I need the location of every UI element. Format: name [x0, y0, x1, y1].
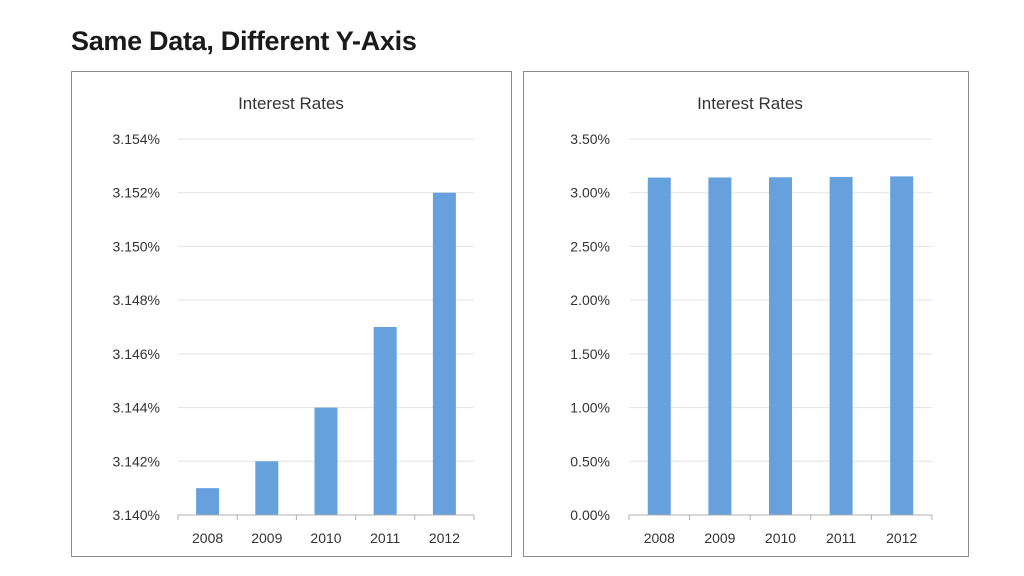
y-tick-label: 2.00% — [570, 292, 610, 308]
bar-2011 — [829, 176, 853, 515]
bar-2010 — [769, 177, 792, 515]
x-tick-label: 2012 — [886, 530, 917, 546]
y-tick-label: 3.140% — [113, 507, 160, 523]
chart-panel-narrow-axis: Interest Rates 3.140% 3.142% 3.144% 3.146% 3… — [71, 71, 512, 557]
x-tick-label: 2008 — [644, 530, 675, 546]
x-tick-label: 2008 — [192, 530, 223, 546]
bar-2012 — [890, 176, 914, 515]
chart-title: Interest Rates — [238, 94, 344, 113]
x-tick-label: 2011 — [370, 530, 400, 546]
x-tick-label: 2009 — [704, 530, 735, 546]
y-tick-label: 3.152% — [113, 185, 160, 201]
chart-title: Interest Rates — [697, 94, 803, 113]
y-tick-label: 3.146% — [113, 346, 160, 362]
bar-2009 — [708, 177, 732, 516]
y-tick-label: 3.148% — [113, 292, 160, 308]
y-tick-label: 3.144% — [113, 400, 160, 416]
y-tick-label: 3.142% — [113, 453, 160, 469]
y-tick-label: 3.00% — [570, 185, 610, 201]
chart-panel-zero-axis: Interest Rates 0.00% 0.50% 1.00% 1.50% 2.00%… — [523, 71, 969, 557]
bar-chart-zero-axis: Interest Rates 0.00% 0.50% 1.00% 1.50% 2.00%… — [570, 94, 933, 546]
y-tick-label: 3.50% — [570, 131, 610, 147]
x-tick-label: 2012 — [429, 530, 460, 546]
y-tick-label: 3.154% — [113, 131, 160, 147]
x-tick-label: 2010 — [765, 530, 796, 546]
y-tick-label: 0.50% — [570, 453, 610, 469]
bar-2010 — [314, 407, 338, 515]
x-tick-label: 2011 — [826, 530, 856, 546]
y-tick-label: 2.50% — [570, 238, 610, 254]
y-tick-label: 0.00% — [570, 507, 610, 523]
x-tick-label: 2010 — [310, 530, 341, 546]
y-tick-label: 1.00% — [570, 400, 610, 416]
bar-2008 — [647, 177, 671, 515]
bar-chart-narrow-axis: Interest Rates 3.140% 3.142% 3.144% 3.146% 3… — [113, 94, 475, 546]
y-tick-label: 3.150% — [113, 238, 160, 254]
bar-2008 — [196, 488, 220, 515]
page-title: Same Data, Different Y-Axis — [71, 26, 417, 56]
y-tick-label: 1.50% — [570, 346, 610, 362]
bar-2009 — [255, 461, 279, 515]
bar-2012 — [432, 192, 456, 515]
x-tick-label: 2009 — [251, 530, 282, 546]
bar-2011 — [373, 327, 397, 515]
